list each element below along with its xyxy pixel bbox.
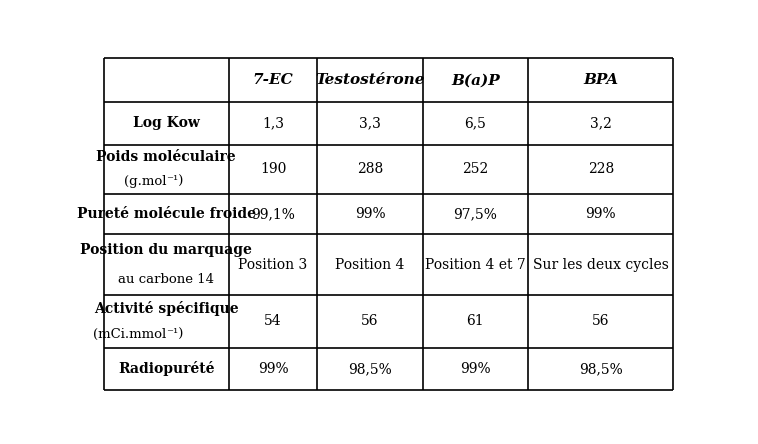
Text: 99%: 99% <box>460 362 490 376</box>
Text: 99%: 99% <box>258 362 288 376</box>
Text: Position 4 et 7: Position 4 et 7 <box>425 258 526 272</box>
Text: 3,3: 3,3 <box>359 116 381 131</box>
Text: Log Kow: Log Kow <box>133 116 199 131</box>
Text: (mCi.mmol: (mCi.mmol <box>93 328 166 341</box>
Text: Position 3: Position 3 <box>239 258 308 272</box>
Text: 1,3: 1,3 <box>262 116 284 131</box>
Text: Position du marquage: Position du marquage <box>80 243 252 257</box>
Text: 54: 54 <box>265 314 282 328</box>
Text: Activité spécifique: Activité spécifique <box>94 301 239 316</box>
Text: Pureté molécule froide: Pureté molécule froide <box>77 207 255 221</box>
Text: 56: 56 <box>362 314 379 328</box>
Text: Position 4: Position 4 <box>335 258 405 272</box>
Text: Sur les deux cycles: Sur les deux cycles <box>533 258 669 272</box>
Text: ⁻¹): ⁻¹) <box>166 174 183 188</box>
Text: Testostérone: Testostérone <box>315 73 424 87</box>
Text: 7-EC: 7-EC <box>252 73 293 87</box>
Text: 99,1%: 99,1% <box>251 207 295 221</box>
Text: 3,2: 3,2 <box>590 116 612 131</box>
Text: (g.mol: (g.mol <box>124 174 166 188</box>
Text: B(a)P: B(a)P <box>451 73 500 87</box>
Text: 99%: 99% <box>355 207 385 221</box>
Text: 288: 288 <box>357 162 383 176</box>
Text: 99%: 99% <box>585 207 616 221</box>
Text: Poids moléculaire: Poids moléculaire <box>96 151 236 164</box>
Text: 97,5%: 97,5% <box>453 207 497 221</box>
Text: 6,5: 6,5 <box>465 116 487 131</box>
Text: 61: 61 <box>467 314 484 328</box>
Text: 252: 252 <box>462 162 488 176</box>
Text: Radiopurété: Radiopurété <box>118 361 215 377</box>
Text: ⁻¹): ⁻¹) <box>166 328 183 341</box>
Text: 228: 228 <box>587 162 614 176</box>
Text: 98,5%: 98,5% <box>579 362 622 376</box>
Text: BPA: BPA <box>583 73 619 87</box>
Text: 56: 56 <box>592 314 609 328</box>
Text: 98,5%: 98,5% <box>348 362 392 376</box>
Text: au carbone 14: au carbone 14 <box>118 273 215 285</box>
Text: 190: 190 <box>260 162 287 176</box>
